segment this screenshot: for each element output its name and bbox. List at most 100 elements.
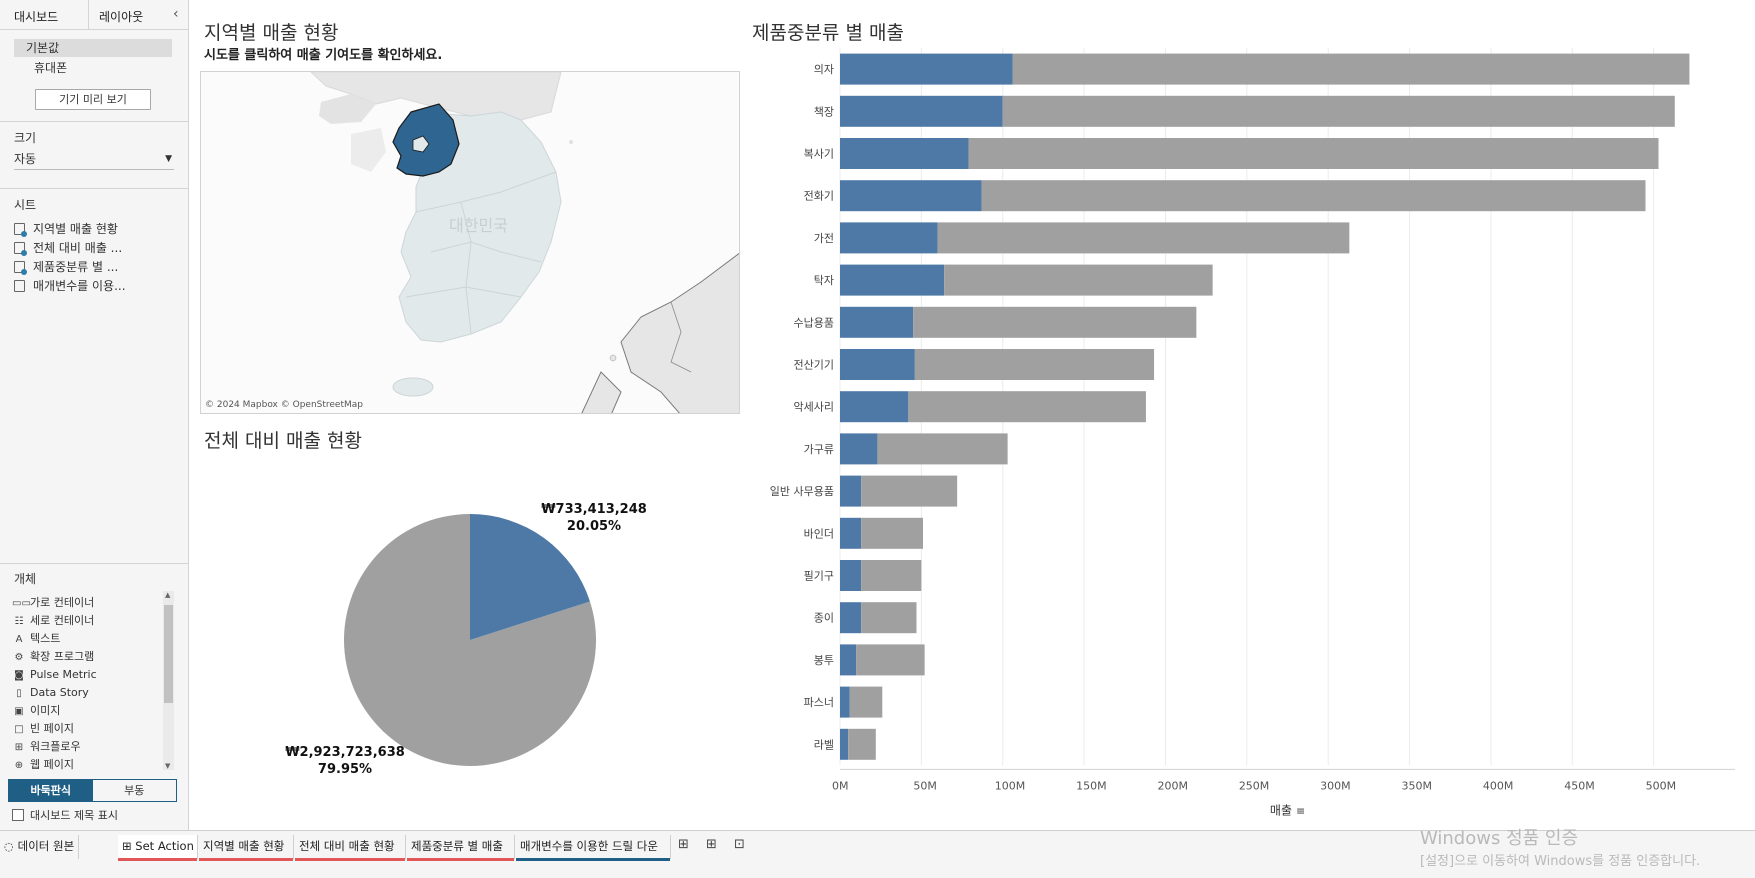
- pie-rest-value: ₩2,923,723,638: [285, 745, 405, 760]
- object-blank[interactable]: □ 빈 페이지: [12, 720, 74, 738]
- scroll-thumb[interactable]: [164, 605, 173, 703]
- region-map[interactable]: 대한민국 © 2024 Mapbox © OpenStreetMap: [200, 71, 740, 414]
- object-extension[interactable]: ⚙ 확장 프로그램: [12, 648, 95, 666]
- floating-button[interactable]: 부동: [124, 784, 145, 797]
- x-tick-label: 450M: [1564, 779, 1595, 792]
- object-vertical-container[interactable]: ☷ 세로 컨테이너: [12, 612, 95, 630]
- sheet-item[interactable]: 지역별 매출 현황: [14, 220, 174, 238]
- category-label: 파스너: [804, 696, 834, 709]
- sheet-tab[interactable]: 제품중분류 별 매출: [407, 835, 515, 861]
- chevron-left-icon[interactable]: ‹: [173, 6, 179, 22]
- sheet-item[interactable]: 매개변수를 이용...: [14, 277, 174, 295]
- sheet-icon: [14, 242, 27, 256]
- show-title-row[interactable]: 대시보드 제목 표시: [12, 809, 118, 823]
- object-workflow[interactable]: ⊞ 워크플로우: [12, 738, 81, 756]
- sheet-tab[interactable]: 매개변수를 이용한 드릴 다운: [516, 835, 671, 861]
- bar-segment-total[interactable]: [914, 349, 1155, 380]
- bar-segment-selected[interactable]: [840, 560, 862, 591]
- bar-segment-selected[interactable]: [840, 391, 909, 423]
- bar-segment-total[interactable]: [908, 391, 1146, 423]
- show-title-checkbox[interactable]: [12, 809, 24, 821]
- sheet-icon: [14, 280, 25, 292]
- size-dropdown[interactable]: 자동 ▼: [14, 150, 174, 170]
- bar-segment-selected[interactable]: [840, 180, 982, 212]
- divider: [0, 563, 189, 564]
- x-tick-label: 300M: [1320, 779, 1351, 792]
- tiled-button[interactable]: 바둑판식: [9, 780, 93, 801]
- objects-scrollbar[interactable]: ▲ ▼: [163, 591, 174, 770]
- object-text[interactable]: A 텍스트: [12, 630, 61, 648]
- map-canvas: [201, 72, 739, 413]
- bar-segment-selected[interactable]: [840, 349, 915, 380]
- x-tick-label: 400M: [1483, 779, 1514, 792]
- bar-segment-selected[interactable]: [840, 728, 849, 760]
- bar-segment-selected[interactable]: [840, 264, 945, 296]
- bar-segment-selected[interactable]: [840, 222, 938, 254]
- sheet-tab[interactable]: 지역별 매출 현황: [199, 835, 294, 861]
- object-pulse-metric[interactable]: ◙ Pulse Metric: [12, 666, 97, 684]
- tab-dashboard[interactable]: 대시보드: [14, 10, 59, 24]
- bar-segment-selected[interactable]: [840, 138, 969, 169]
- tab-divider: [88, 0, 89, 30]
- sheet-item[interactable]: 제품중분류 별 ...: [14, 258, 174, 276]
- bar-segment-total[interactable]: [937, 222, 1350, 254]
- image-icon: ▣: [14, 706, 24, 717]
- bar-segment-total[interactable]: [856, 644, 925, 676]
- bar-segment-total[interactable]: [849, 686, 883, 718]
- device-default[interactable]: 기본값: [14, 39, 172, 57]
- bar-segment-selected[interactable]: [840, 602, 862, 634]
- bar-segment-selected[interactable]: [840, 686, 850, 718]
- bar-segment-total[interactable]: [877, 433, 1008, 465]
- pie-chart: ₩733,413,248 20.05% ₩2,923,723,638 79.95…: [200, 450, 740, 780]
- bar-segment-total[interactable]: [1002, 95, 1675, 127]
- tab-layout[interactable]: 레이아웃: [99, 10, 144, 24]
- bar-segment-selected[interactable]: [840, 433, 878, 465]
- new-story-icon[interactable]: ⊡: [734, 837, 745, 852]
- bar-segment-total[interactable]: [861, 475, 958, 507]
- bar-segment-selected[interactable]: [840, 53, 1013, 85]
- category-label: 바인더: [804, 527, 834, 540]
- new-worksheet-icon[interactable]: ⊞: [678, 837, 689, 852]
- category-label: 종이: [814, 612, 834, 625]
- bar-segment-selected[interactable]: [840, 95, 1003, 127]
- dashboard-icon: ⊞: [122, 839, 136, 853]
- sort-icon[interactable]: ≡: [1296, 804, 1305, 817]
- bar-segment-selected[interactable]: [840, 644, 857, 676]
- workflow-icon: ⊞: [14, 742, 24, 753]
- sheet-tab[interactable]: ⊞ Set Action: [118, 835, 198, 861]
- object-web-page[interactable]: ⊕ 웹 페이지: [12, 756, 74, 770]
- object-image[interactable]: ▣ 이미지: [12, 702, 60, 720]
- bar-segment-selected[interactable]: [840, 306, 914, 338]
- bar-segment-total[interactable]: [944, 264, 1213, 296]
- device-phone[interactable]: 휴대폰: [34, 61, 68, 75]
- bar-segment-selected[interactable]: [840, 517, 862, 549]
- bar-segment-total[interactable]: [848, 728, 876, 760]
- bar-segment-total[interactable]: [1012, 53, 1690, 85]
- category-label: 라벨: [814, 738, 834, 751]
- tab-underline: [516, 858, 670, 861]
- object-horizontal-container[interactable]: ▭▭가로 컨테이너: [12, 594, 94, 612]
- x-tick-label: 200M: [1157, 779, 1188, 792]
- tab-data-source[interactable]: ◌ 데이터 원본: [0, 835, 80, 859]
- scroll-down-icon[interactable]: ▼: [165, 762, 171, 770]
- sheet-tab[interactable]: 전체 대비 매출 현황: [295, 835, 406, 861]
- object-data-story[interactable]: ▯ Data Story: [12, 684, 89, 702]
- bar-segment-total[interactable]: [861, 560, 922, 591]
- bar-segment-total[interactable]: [913, 306, 1197, 338]
- map-subtitle: 시도를 클릭하여 매출 기여도를 확인하세요.: [204, 48, 443, 63]
- pie-slice-rest[interactable]: [344, 514, 596, 766]
- bar-segment-total[interactable]: [968, 138, 1659, 169]
- bar-segment-total[interactable]: [861, 517, 923, 549]
- device-preview-button[interactable]: 기기 미리 보기: [35, 89, 151, 110]
- new-dashboard-icon[interactable]: ⊞: [706, 837, 717, 852]
- pie-slice-highlight[interactable]: [470, 514, 590, 640]
- scroll-up-icon[interactable]: ▲: [165, 591, 171, 599]
- pulse-metric-icon: ◙: [14, 670, 24, 681]
- x-tick-label: 50M: [913, 779, 937, 792]
- pie-canvas: [344, 514, 596, 766]
- pie-label-highlight: ₩733,413,248 20.05%: [539, 501, 649, 535]
- bar-segment-total[interactable]: [981, 180, 1646, 212]
- bar-segment-total[interactable]: [861, 602, 917, 634]
- bar-segment-selected[interactable]: [840, 475, 862, 507]
- sheet-item[interactable]: 전체 대비 매출 ...: [14, 239, 174, 257]
